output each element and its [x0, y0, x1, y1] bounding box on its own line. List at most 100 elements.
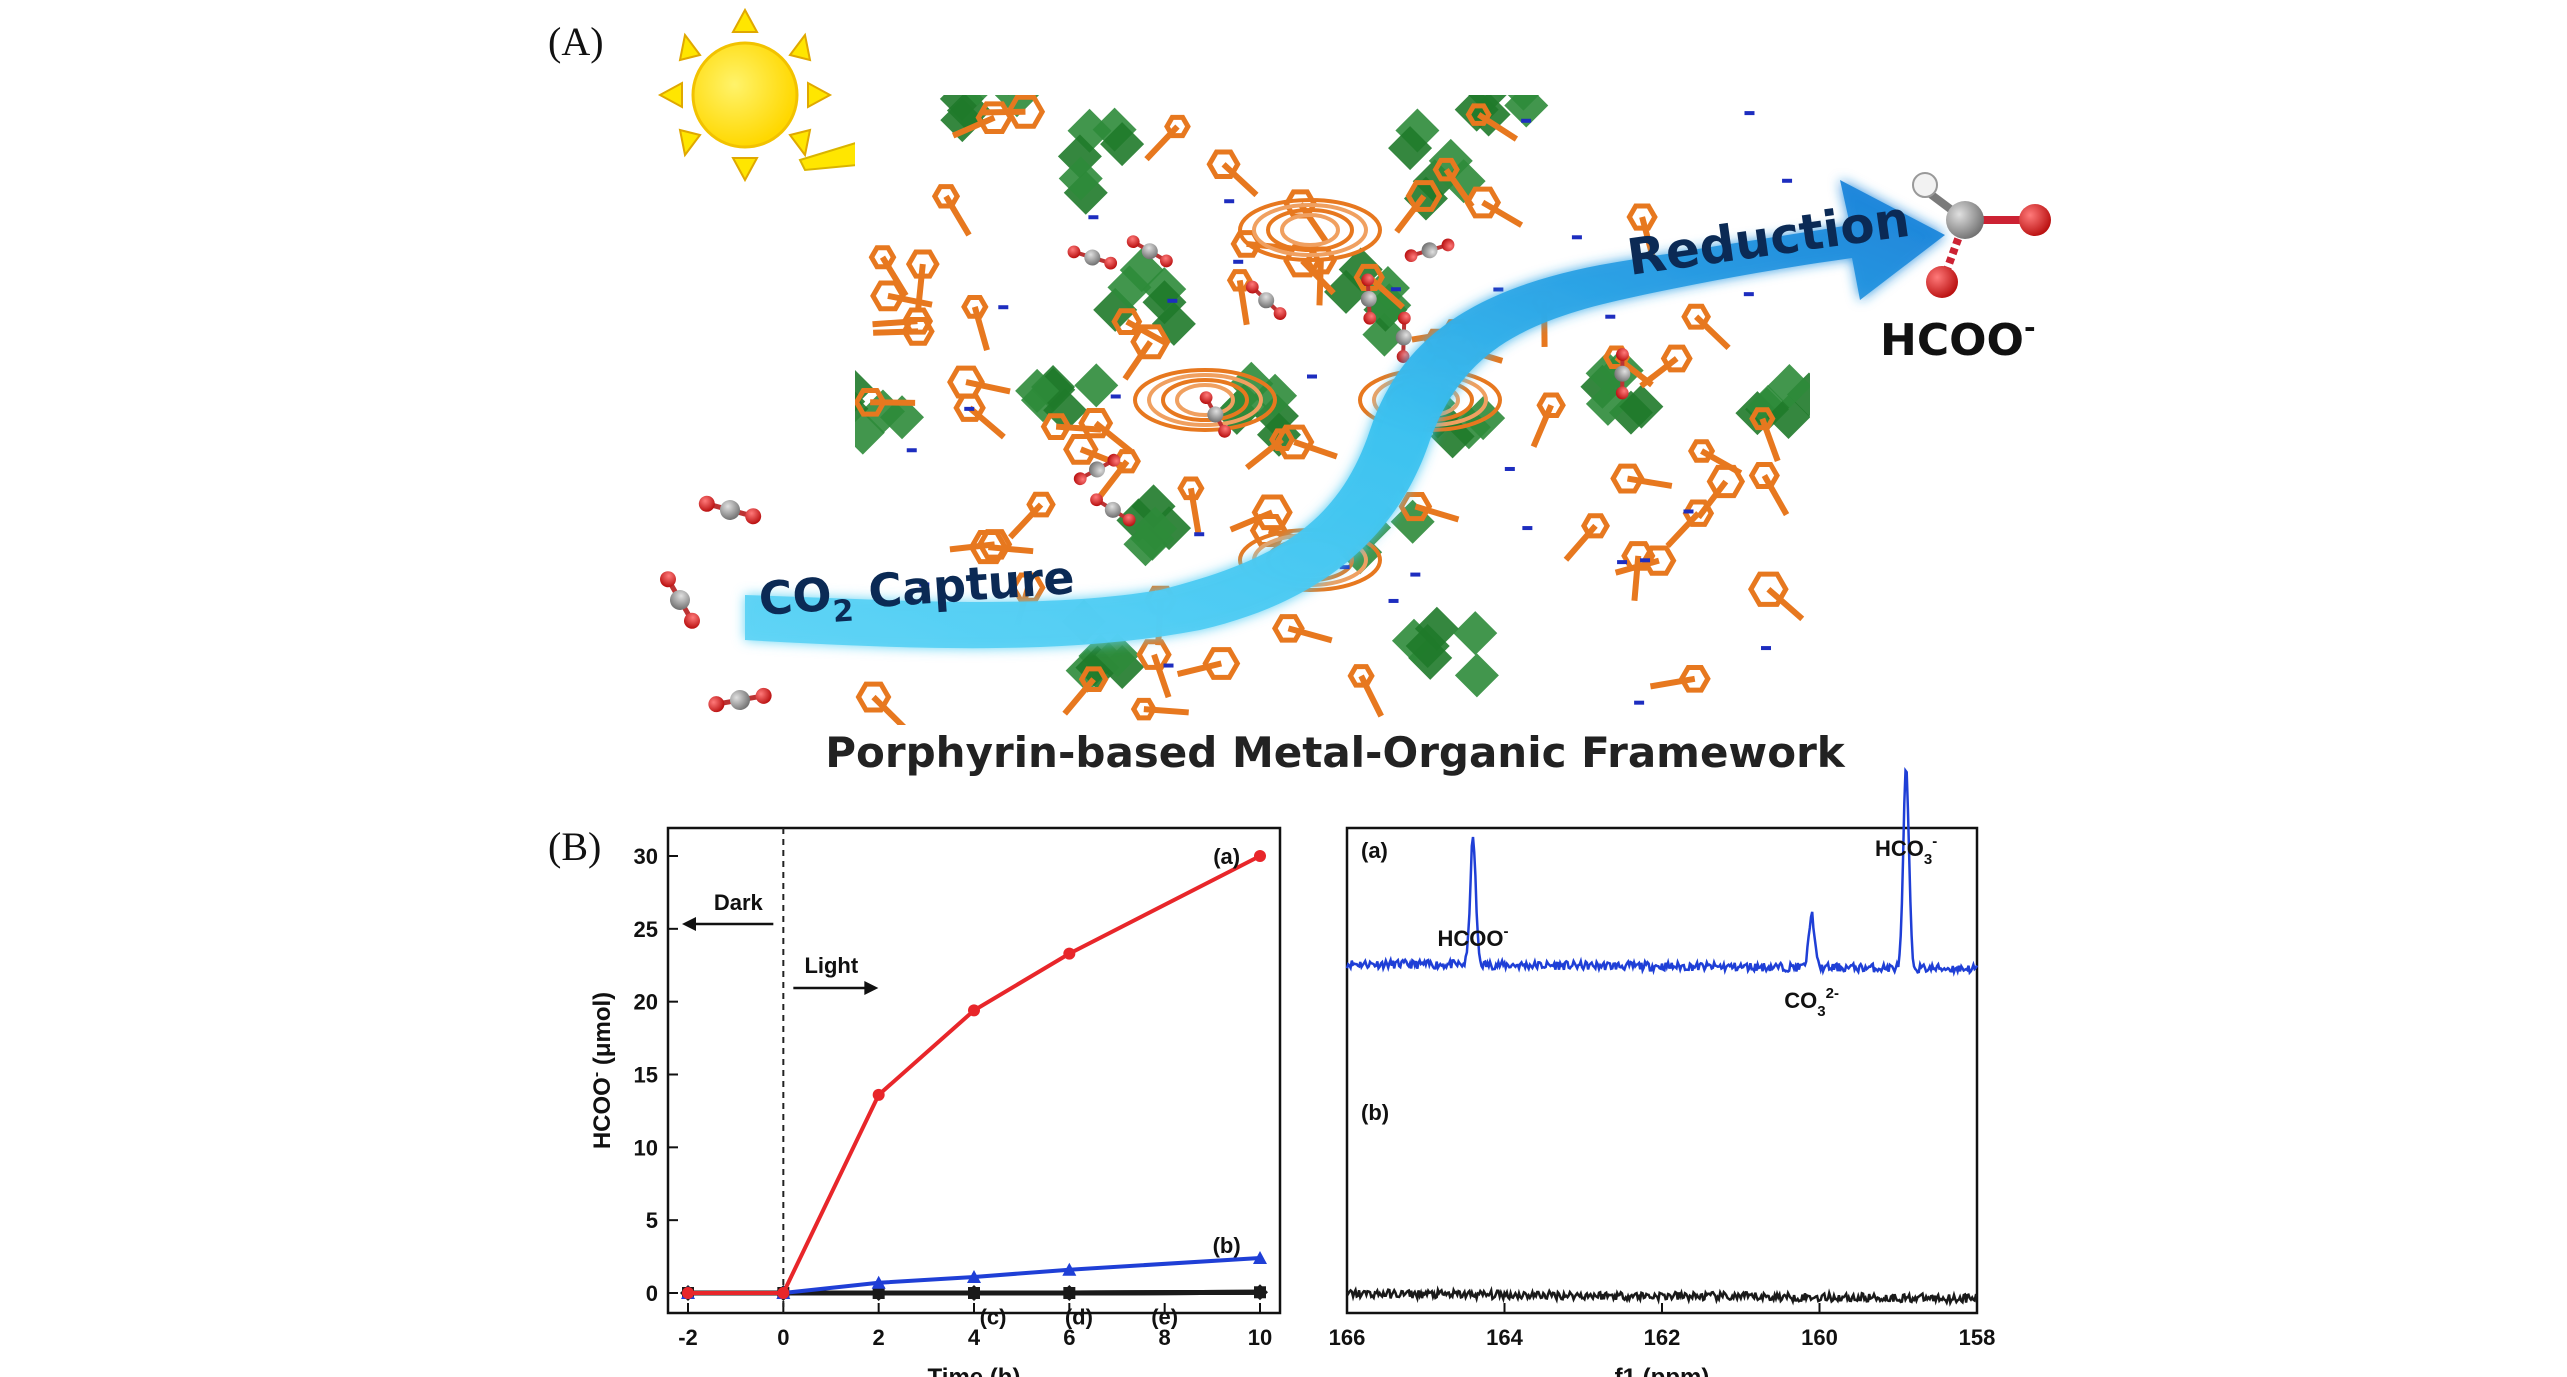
data-point-(c)	[1061, 1285, 1078, 1301]
linker-ring	[1111, 308, 1143, 335]
porphyrin-ring	[1252, 203, 1368, 257]
oxygen-atom	[1199, 391, 1213, 405]
oxygen-atom	[1616, 348, 1629, 361]
oxygen-atom	[1122, 513, 1136, 527]
oxygen-atom	[1441, 238, 1455, 252]
nitrogen-atom	[1504, 466, 1515, 471]
linker-bond	[1143, 706, 1189, 716]
nitrogen-atom	[964, 406, 975, 411]
linker-bond	[1176, 660, 1223, 677]
y-tick-label: 20	[634, 990, 658, 1015]
linker-bond	[1125, 318, 1168, 346]
nitrogen-atom	[1233, 259, 1244, 264]
linker-ring	[1202, 647, 1241, 680]
x-tick-label: 160	[1801, 1325, 1838, 1350]
linker-ring	[1706, 464, 1746, 499]
linker-ring	[1249, 514, 1288, 547]
co2-molecule	[1404, 238, 1455, 263]
series-line-(a)	[688, 854, 1261, 1295]
right-plot-frame	[1345, 826, 1979, 1315]
metal-cluster	[1008, 95, 1010, 96]
linker-ring	[905, 249, 940, 279]
metal-cluster	[1365, 266, 1410, 311]
metal-cluster	[1507, 95, 1540, 111]
metal-cluster	[1454, 653, 1499, 698]
metal-cluster	[1453, 611, 1498, 656]
nitrogen-atom	[1605, 314, 1616, 319]
carbon-atom	[670, 590, 690, 610]
data-point-(a)	[1254, 850, 1266, 862]
linker-ring	[855, 387, 887, 417]
linker-bond	[1093, 420, 1133, 454]
metal-cluster	[1414, 606, 1459, 651]
linker-bond	[967, 405, 1006, 440]
carbon-atom	[1395, 329, 1412, 346]
data-point-(c)	[1252, 1284, 1268, 1301]
oxygen-atom	[1396, 350, 1410, 363]
oxygen-atom	[745, 508, 762, 525]
porphyrin-ring	[1175, 383, 1235, 417]
linker-bond	[1097, 459, 1130, 499]
carbon-atom	[730, 690, 750, 710]
linker-bond	[887, 292, 933, 308]
y-tick-label: 10	[634, 1135, 658, 1160]
linker-bond	[965, 379, 1011, 395]
capture-reduction-arrow	[745, 180, 1945, 649]
spectrum-label-b: (b)	[1361, 1100, 1389, 1125]
linker-bond	[1394, 194, 1427, 234]
metal-cluster	[1142, 280, 1187, 325]
porphyrin-ring	[1280, 213, 1340, 247]
y-tick-label: 25	[634, 917, 658, 942]
series-label: (a)	[1213, 844, 1240, 869]
linker-bond	[1055, 423, 1102, 433]
series-label: (c)	[980, 1304, 1007, 1329]
linker-ring	[1405, 180, 1443, 212]
linker-ring	[855, 681, 892, 713]
oxygen-atom	[1107, 453, 1121, 467]
nitrogen-atom	[1571, 235, 1582, 240]
data-point-(b)	[871, 1275, 886, 1289]
carbon-atom	[1614, 365, 1631, 382]
carbon-atom	[1360, 291, 1377, 308]
metal-cluster	[1058, 156, 1103, 201]
linker-ring	[1687, 439, 1716, 463]
co2-molecule	[1395, 311, 1412, 363]
oxygen-atom	[1245, 280, 1259, 294]
nitrogen-atom	[1743, 292, 1754, 297]
linker-ring	[1681, 303, 1711, 330]
linker-bond	[1144, 124, 1180, 162]
metal-cluster	[1095, 633, 1140, 678]
linker-ring	[1536, 392, 1566, 419]
linker-ring	[1465, 103, 1492, 126]
panel-a-label: (A)	[548, 19, 604, 64]
nitrogen-atom	[1640, 558, 1651, 563]
oxygen-atom	[1067, 245, 1081, 259]
linker-ring	[1626, 203, 1658, 231]
data-point-(c)	[966, 1285, 982, 1301]
oxygen-atom	[1363, 311, 1377, 325]
linker-bond	[1414, 503, 1460, 523]
nitrogen-atom	[998, 305, 1009, 310]
linker-bond	[1367, 275, 1405, 310]
light-arrowhead	[864, 981, 879, 995]
linker-bond	[1696, 479, 1729, 520]
metal-cluster	[1043, 388, 1088, 433]
nitrogen-atom	[1410, 572, 1421, 577]
linker-bond	[1358, 674, 1384, 718]
linker-bond	[1759, 417, 1781, 462]
linker-ring	[1078, 666, 1109, 693]
linker-bond	[1649, 675, 1696, 690]
panel-b-label: (B)	[548, 824, 602, 869]
x-tick-label: 6	[1063, 1325, 1075, 1350]
co2-molecule	[1067, 245, 1118, 270]
linker-bond	[1563, 523, 1598, 562]
nitrogen-atom	[1110, 394, 1121, 399]
x-axis-title: f1 (ppm)	[1615, 1364, 1710, 1377]
metal-cluster	[1496, 95, 1504, 99]
linker-ring	[975, 101, 1014, 134]
panel-a-scheme: CO2 Capture Reduction HCOO- Porphyrin-ba…	[657, 7, 2051, 777]
metal-cluster	[1766, 395, 1810, 440]
nitrogen-atom	[1088, 215, 1099, 220]
x-tick-label: 0	[777, 1325, 789, 1350]
nitrogen-atom	[1522, 526, 1533, 531]
